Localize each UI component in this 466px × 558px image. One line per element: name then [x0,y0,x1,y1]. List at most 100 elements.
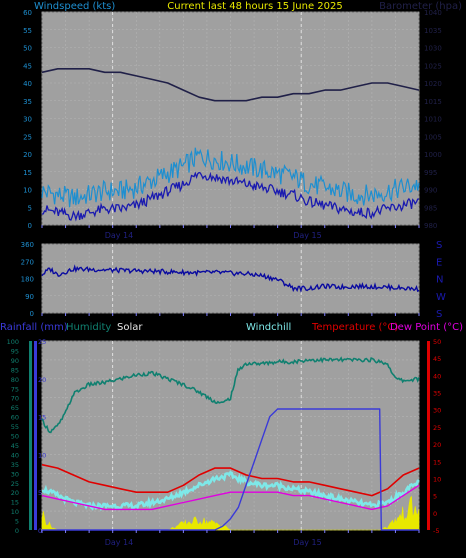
barometer-title: Barometer (hpa) [379,1,462,12]
barometer-tick: 995 [424,169,437,177]
panel3-series [41,356,420,531]
panel2-series [41,264,420,293]
humidity-tick: 65 [11,404,19,412]
barometer-tick: 1030 [424,45,442,53]
humidity-tick: 70 [11,395,19,403]
compass-label: E [436,257,442,268]
humidity-tick: 15 [11,499,19,507]
rainfall-line [42,408,419,531]
barometer-tick: 1010 [424,116,442,124]
day-label: Day 14 [105,231,134,240]
barometer-line [41,68,420,102]
barometer-tick: 1025 [424,62,442,70]
windspeed-tick: 25 [23,133,32,141]
direction-tick: 180 [21,276,34,284]
barometer-tick: 1005 [424,133,442,141]
humidity-tick: 40 [11,451,19,459]
humidity-tick: 60 [11,414,19,422]
humidity-tick: 25 [11,480,19,488]
rain-tick: 25 [38,338,46,346]
dewpoint-line [41,484,420,511]
temperature-line [41,463,420,497]
direction-tick: 90 [25,293,34,301]
panel1-series [41,68,420,222]
temperature-tick: 50 [433,338,441,346]
windchill-label: Windchill [246,322,291,333]
temperature-tick: 25 [433,424,441,432]
rain-axis-bar [34,341,37,530]
rainfall-label: Rainfall (mm) [0,322,68,333]
humidity-tick: 80 [11,376,19,384]
temperature-tick: -5 [433,527,439,535]
windspeed-tick: 5 [28,204,32,212]
windchill-line [42,470,420,512]
windspeed-tick: 45 [23,62,32,70]
temperature-tick: 20 [433,441,441,449]
windspeed-tick: 40 [23,80,32,88]
humidity-label: Humidity [66,322,111,333]
humidity-tick: 95 [11,347,19,355]
barometer-tick: 1015 [424,98,442,106]
barometer-tick: 1035 [424,27,442,35]
barometer-tick: 1040 [424,9,442,17]
direction-tick: 360 [21,241,34,249]
temperature-tick: 45 [433,355,441,363]
temperature-label: Temperature (°C) [311,322,398,333]
chart-title: Current last 48 hours 15 June 2025 [167,1,342,12]
temperature-tick: 30 [433,407,441,415]
windspeed-tick: 0 [28,222,32,230]
windspeed-tick: 55 [23,27,32,35]
humidity-axis-bar [29,341,32,530]
windspeed-title: Windspeed (kts) [34,1,115,12]
temperature-tick: 40 [433,372,441,380]
temperature-tick: 15 [433,458,441,466]
windspeed-tick: 35 [23,98,32,106]
panel3-tick-labels: 1009590858075706560555045403530252015105… [7,338,442,547]
barometer-tick: 1000 [424,151,442,159]
dewpoint-label: Dew Point (°C) [390,322,463,333]
wind-direction-line [41,264,420,293]
humidity-line [41,356,420,434]
solar-label: Solar [117,322,143,333]
day-label: Day 15 [293,231,322,240]
rain-tick: 0 [38,527,42,535]
day-label: Day 14 [105,538,134,547]
temperature-tick: 0 [433,510,437,518]
rain-tick: 15 [38,414,46,422]
barometer-tick: 980 [424,222,437,230]
temperature-axis-bar [427,341,430,530]
humidity-tick: 10 [11,508,19,516]
compass-label: W [436,292,446,303]
direction-tick: 270 [21,258,34,266]
compass-label: S [436,240,442,251]
temperature-tick: 35 [433,390,441,398]
humidity-tick: 30 [11,470,19,478]
humidity-tick: 5 [15,518,19,526]
windspeed-gust-line [41,147,420,208]
temperature-tick: 5 [433,493,437,501]
humidity-tick: 55 [11,423,19,431]
humidity-tick: 35 [11,461,19,469]
windspeed-tick: 30 [23,116,32,124]
humidity-tick: 50 [11,433,19,441]
humidity-tick: 85 [11,366,19,374]
barometer-tick: 985 [424,204,437,212]
rain-tick: 20 [38,376,46,384]
temperature-tick: 10 [433,475,441,483]
windspeed-tick: 20 [23,151,32,159]
humidity-tick: 100 [7,338,19,346]
humidity-tick: 90 [11,357,19,365]
windspeed-average-line [41,171,420,222]
humidity-tick: 45 [11,442,19,450]
humidity-tick: 75 [11,385,19,393]
rain-tick: 10 [38,451,46,459]
rain-tick: 5 [38,489,42,497]
panel1-tick-labels: 6055504540353025201510501040103510301025… [23,9,442,240]
humidity-tick: 20 [11,489,19,497]
day-label: Day 15 [293,538,322,547]
windspeed-tick: 50 [23,45,32,53]
compass-label: N [436,275,443,286]
